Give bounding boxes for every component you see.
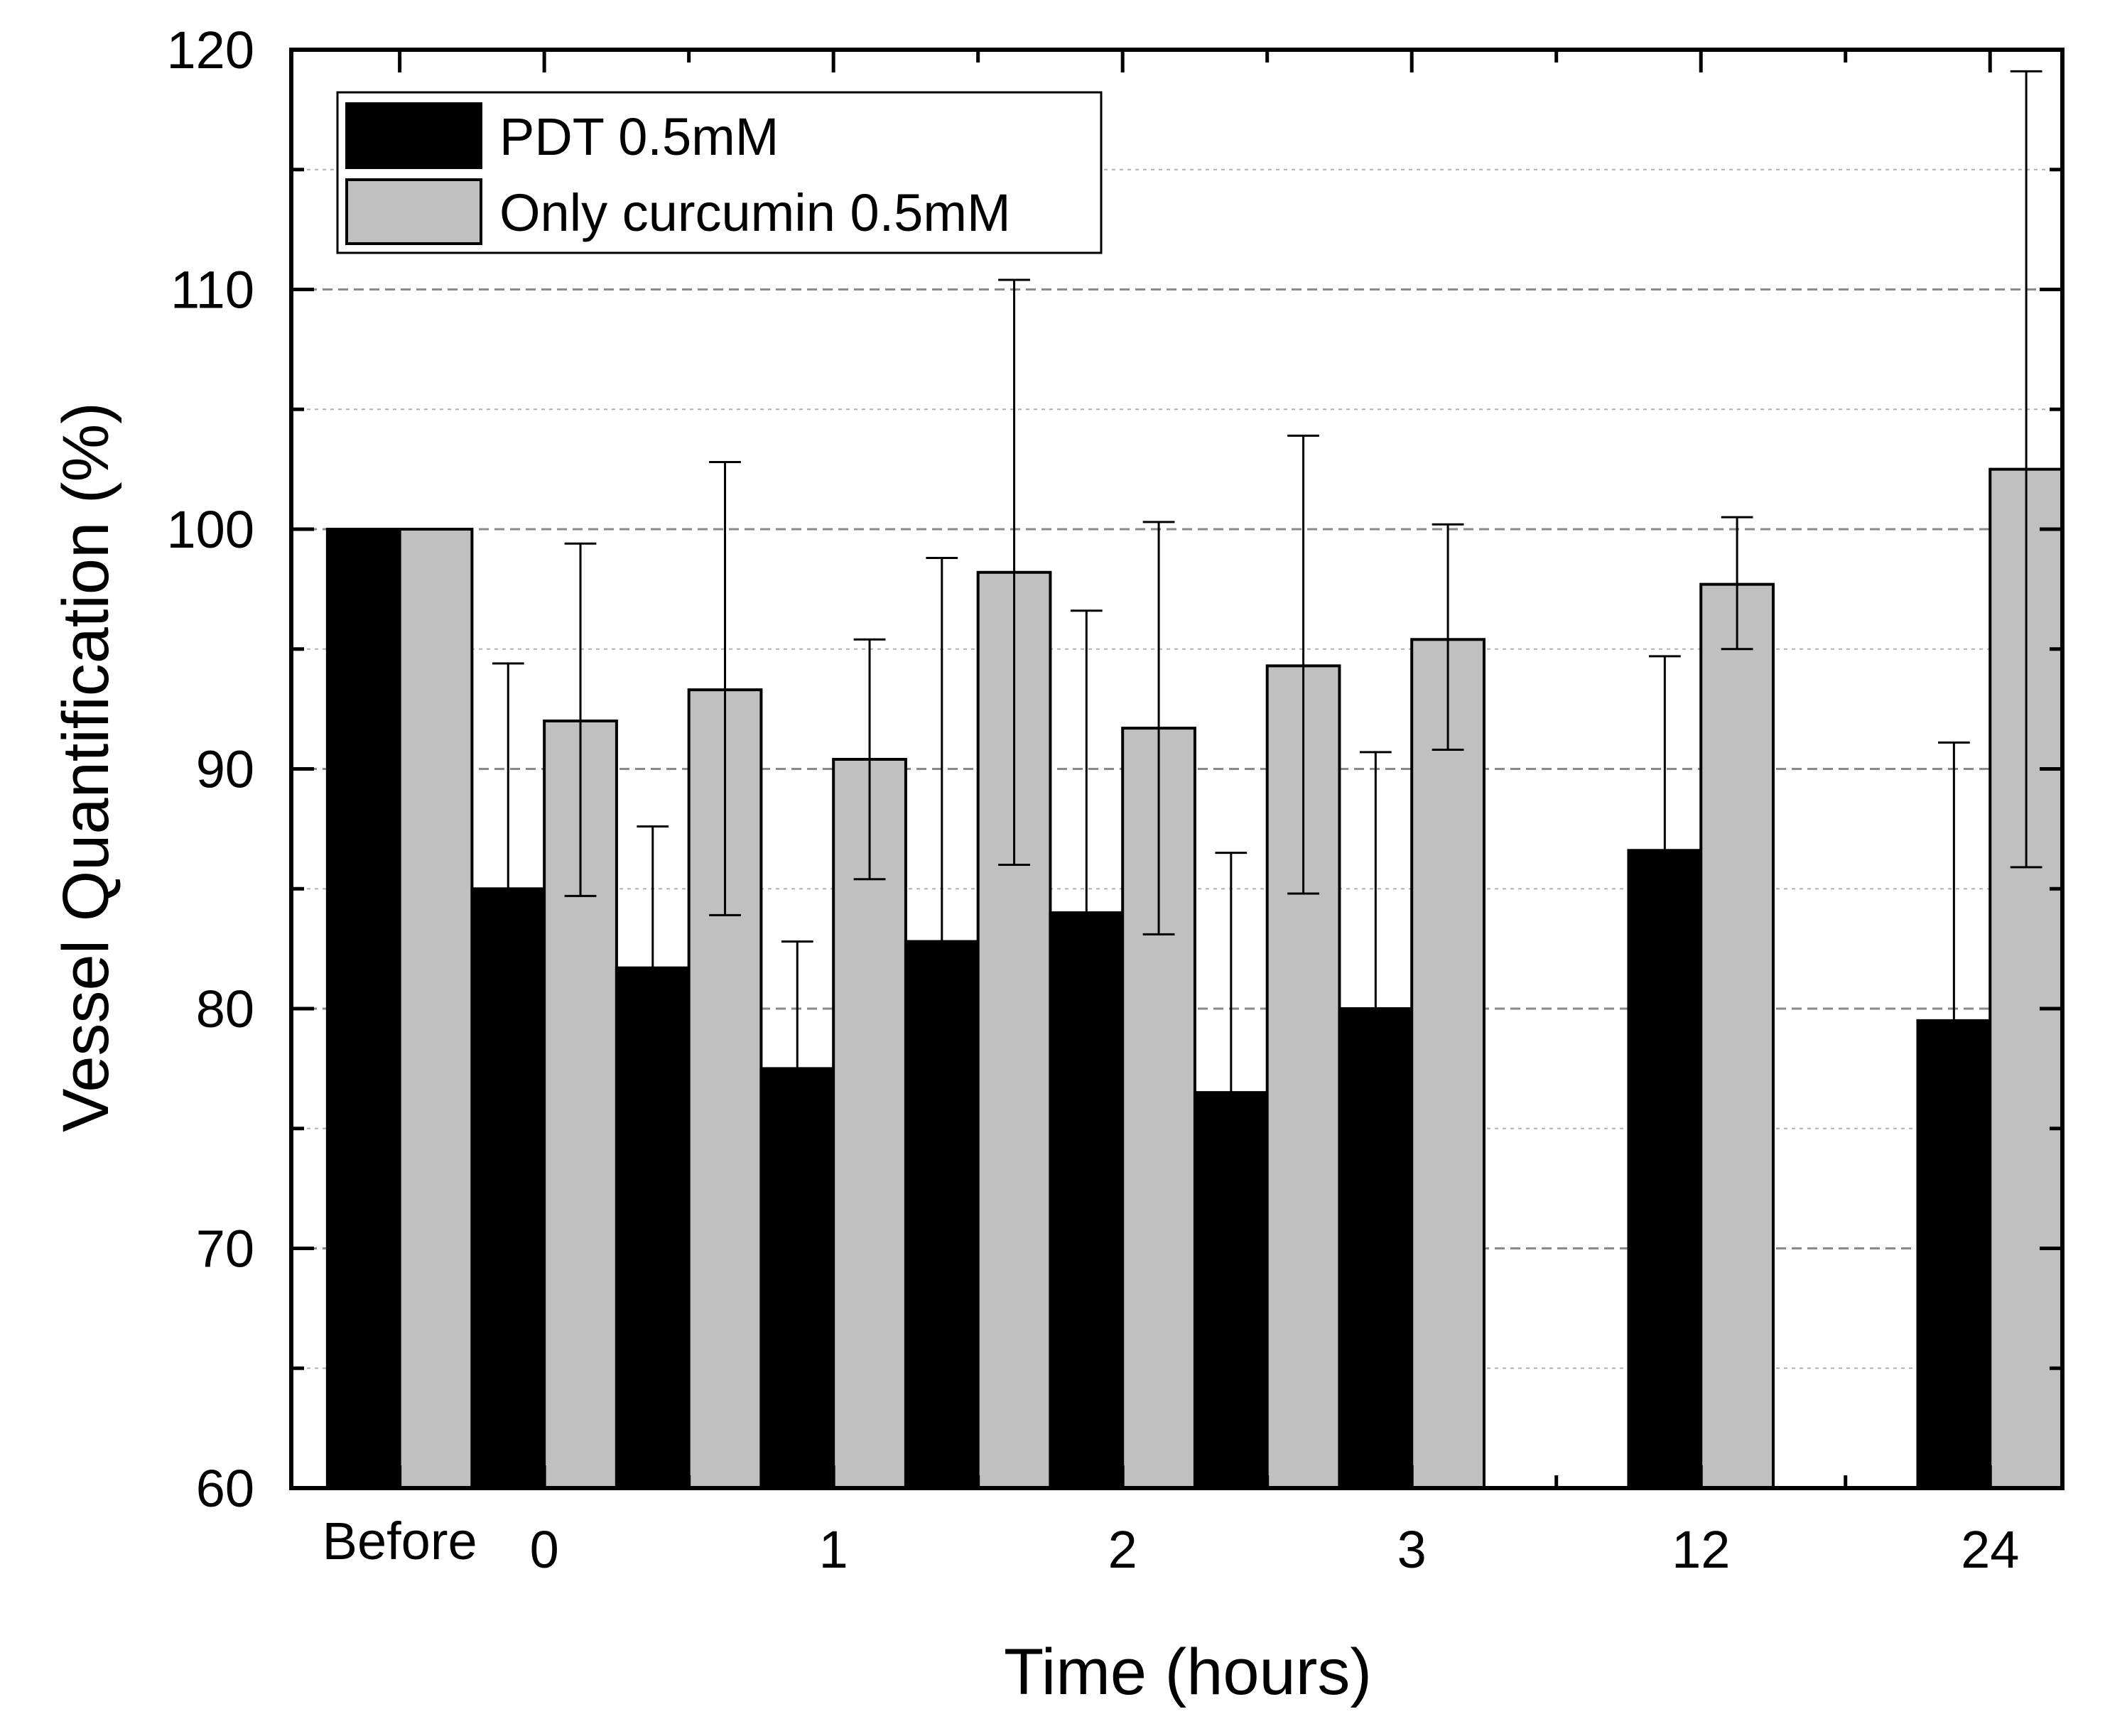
- legend-swatch-curcumin: [345, 178, 482, 245]
- x-axis-title: Time (hours): [1004, 1636, 1372, 1708]
- bar-pdt: [470, 887, 546, 1490]
- bar-pdt: [1338, 1007, 1414, 1490]
- y-tick-label: 100: [167, 500, 254, 559]
- x-tick-label: 12: [1672, 1520, 1730, 1579]
- y-tick-label: 60: [196, 1459, 254, 1518]
- bar-pdt: [1916, 1019, 1992, 1490]
- y-tick-label: 70: [196, 1220, 254, 1279]
- bar-pdt: [904, 940, 980, 1490]
- legend: PDT 0.5mM Only curcumin 0.5mM: [336, 91, 1103, 254]
- x-tick-label: 24: [1961, 1520, 2019, 1579]
- y-tick-label: 110: [171, 261, 254, 320]
- y-tick-label: 90: [196, 740, 254, 799]
- error-bars: [492, 70, 2042, 1093]
- bar-curcumin: [1699, 582, 1775, 1490]
- x-tick-label: 3: [1397, 1520, 1427, 1579]
- y-tick-label: 80: [196, 980, 254, 1038]
- bar-pdt: [615, 966, 691, 1490]
- legend-label-curcumin: Only curcumin 0.5mM: [499, 183, 1011, 242]
- bar-curcumin: [1410, 638, 1486, 1490]
- x-tick-label: 0: [530, 1520, 559, 1579]
- legend-label-pdt: PDT 0.5mM: [499, 107, 779, 166]
- x-tick-label: 1: [819, 1520, 848, 1579]
- x-tick-label: Before: [323, 1512, 477, 1570]
- bars: [325, 467, 2064, 1490]
- x-tick-label: 2: [1108, 1520, 1137, 1579]
- legend-swatch-pdt: [345, 102, 482, 169]
- y-axis-title: Vessel Quantification (%): [50, 402, 122, 1132]
- bar-pdt: [759, 1067, 835, 1490]
- bar-curcumin: [398, 528, 474, 1490]
- bar-pdt: [1193, 1091, 1269, 1490]
- bar-pdt: [325, 528, 401, 1490]
- axis-ticks: [291, 48, 2062, 1490]
- bar-pdt: [1627, 849, 1703, 1490]
- bar-pdt: [1049, 911, 1125, 1490]
- y-tick-label: 120: [167, 21, 254, 80]
